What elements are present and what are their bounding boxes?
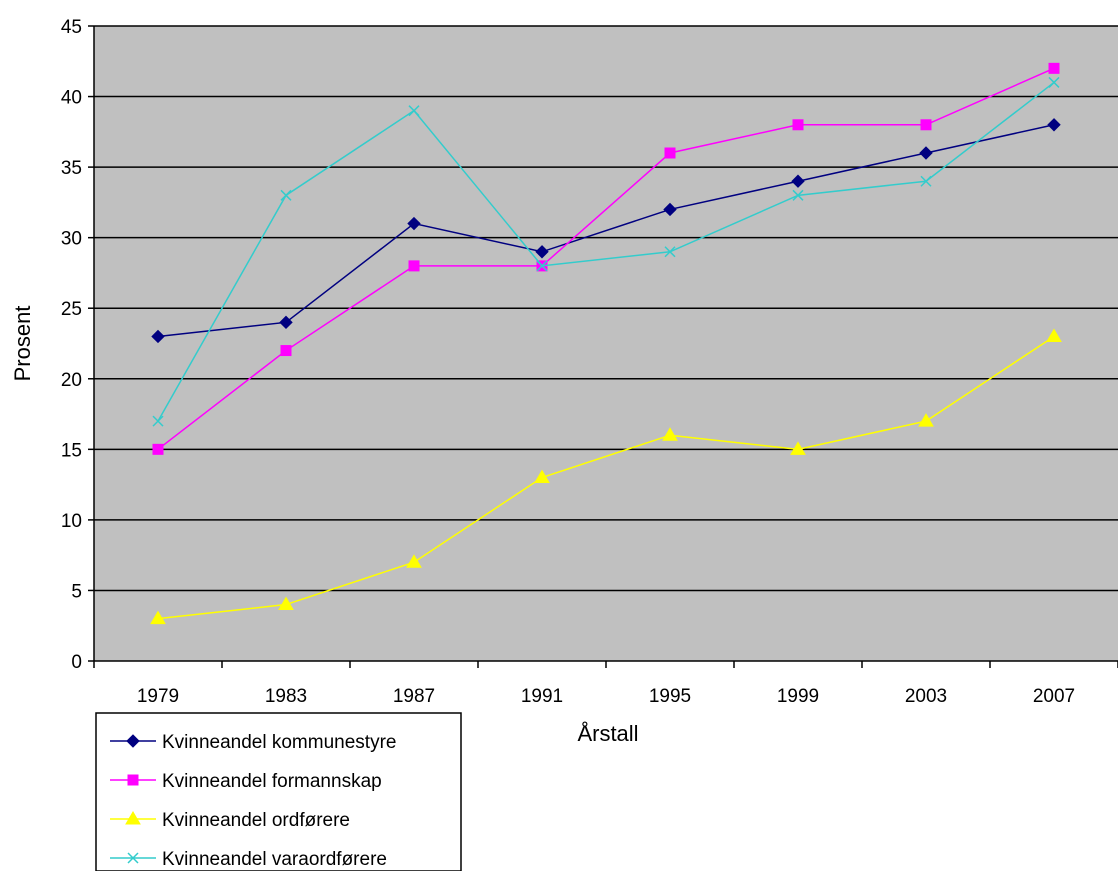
legend-item: Kvinneandel varaordførere [110, 849, 387, 870]
y-tick-label: 10 [61, 511, 82, 532]
legend-box [95, 712, 462, 871]
data-point [535, 245, 549, 259]
axes: 0 5 10 15 20 25 30 35 40 45 1979 1983 1987 1991 1995 19… [61, 17, 1118, 707]
data-point [790, 441, 806, 455]
data-point [534, 469, 550, 484]
data-point [662, 427, 678, 441]
data-point [1048, 62, 1060, 74]
plot-area [94, 26, 1118, 661]
y-tick-label: 15 [61, 440, 82, 461]
data-point [792, 119, 804, 131]
data-point [408, 105, 420, 117]
x-tick-label: 1979 [137, 686, 179, 707]
data-point [663, 202, 677, 217]
legend-item: Kvinneandel formannskap [110, 771, 382, 792]
y-tick-label: 35 [61, 158, 82, 179]
data-point [536, 260, 548, 272]
series-line [157, 81, 1055, 422]
data-point [279, 315, 293, 330]
data-point [1046, 328, 1062, 342]
data-point [920, 119, 932, 131]
x-tick-label: 1991 [521, 686, 563, 707]
y-tick-label: 40 [61, 88, 82, 109]
legend-label: Kvinneandel kommunestyre [162, 732, 396, 753]
legend-item: Kvinneandel kommunestyre [110, 732, 396, 753]
series-layer [150, 62, 1062, 625]
data-point [1047, 118, 1061, 132]
legend-marker [125, 811, 141, 825]
data-point [407, 216, 421, 231]
y-tick-label: 25 [61, 299, 82, 320]
x-tick-label: 1995 [649, 686, 691, 707]
series-4 [152, 76, 1060, 427]
data-point [150, 610, 166, 625]
series-line [157, 67, 1055, 450]
series-line [157, 335, 1055, 620]
legend-marker [126, 734, 140, 748]
x-tick-label: 1999 [777, 686, 819, 707]
x-tick-label: 1983 [265, 686, 307, 707]
y-tick-label: 30 [61, 229, 82, 250]
data-point [1048, 76, 1060, 88]
data-point [280, 189, 292, 201]
y-tick-label: 5 [71, 581, 82, 602]
data-point [791, 174, 805, 188]
legend-label: Kvinneandel ordførere [162, 810, 350, 831]
series-1 [151, 118, 1061, 344]
legend-marker [127, 852, 139, 864]
data-point [152, 443, 164, 455]
series-3 [150, 328, 1062, 625]
data-point [792, 189, 804, 201]
data-point [664, 246, 676, 258]
legend-item: Kvinneandel ordførere [110, 810, 350, 831]
x-tick-label: 1987 [393, 686, 435, 707]
series-line [157, 124, 1055, 338]
data-point [152, 415, 164, 427]
data-point [406, 554, 422, 568]
data-point [408, 260, 420, 272]
legend-label: Kvinneandel formannskap [162, 771, 382, 792]
data-point [664, 147, 676, 159]
data-point [918, 413, 934, 427]
y-axis-title: Prosent [10, 306, 35, 382]
data-point [278, 596, 294, 611]
y-tick-label: 0 [71, 652, 82, 673]
x-axis-title: Årstall [577, 721, 638, 746]
legend-label: Kvinneandel varaordførere [162, 849, 387, 870]
x-tick-label: 2003 [905, 686, 947, 707]
legend-marker [127, 774, 139, 786]
x-tick-label: 2007 [1033, 686, 1075, 707]
data-point [280, 345, 292, 357]
data-point [919, 146, 933, 160]
data-point [920, 175, 932, 187]
grid-lines [94, 25, 1118, 592]
y-tick-label: 45 [61, 17, 82, 38]
legend: Kvinneandel kommunestyre Kvinneandel form… [95, 712, 462, 871]
data-point [151, 329, 165, 344]
y-tick-label: 20 [61, 370, 82, 391]
